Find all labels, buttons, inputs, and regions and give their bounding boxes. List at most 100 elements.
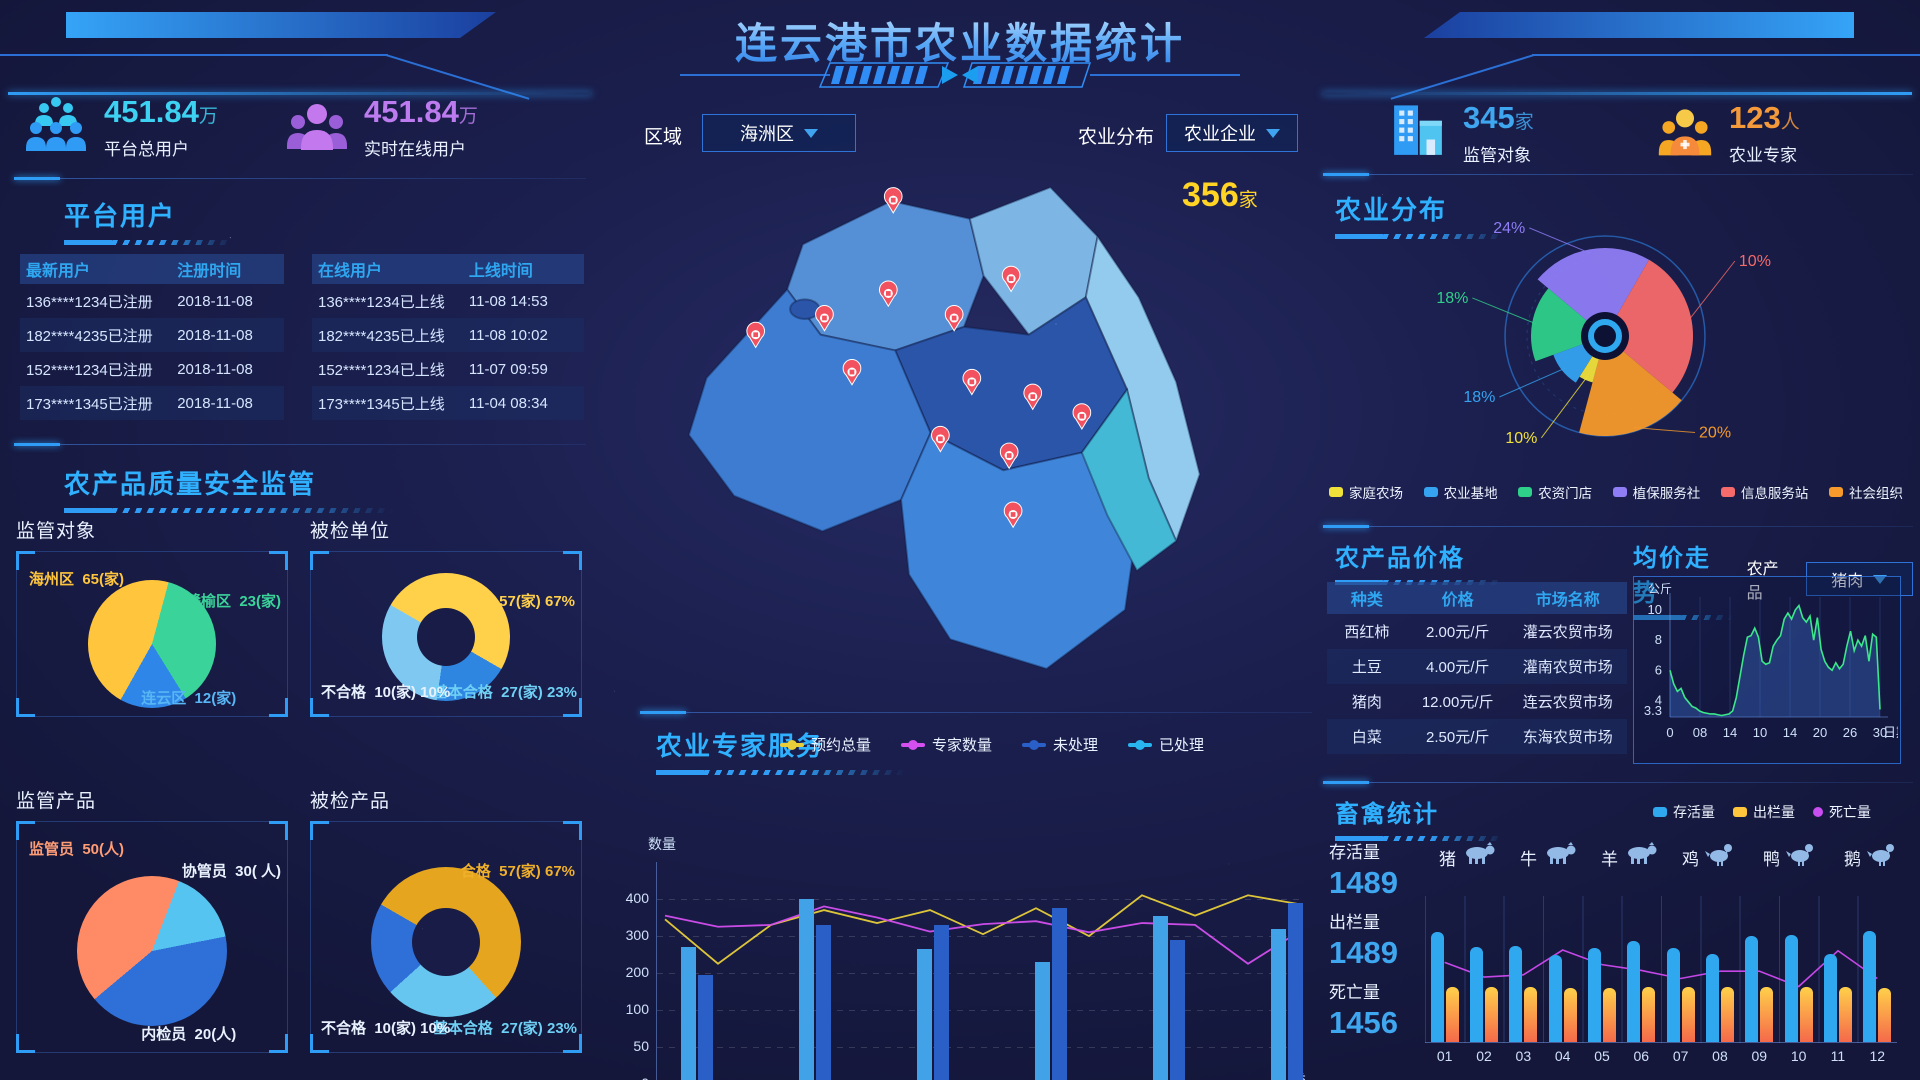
animal-item-鹅[interactable]: 鹅: [1844, 842, 1901, 873]
legend-item-预约总量[interactable]: 预约总量: [780, 734, 871, 755]
legend-item-家庭农场[interactable]: 家庭农场: [1329, 482, 1403, 502]
donut-chart: [382, 573, 510, 702]
map-pin[interactable]: [878, 280, 898, 308]
chart-title: 监管产品: [16, 791, 97, 812]
city-map[interactable]: [632, 150, 1292, 710]
legend-item-农资门店[interactable]: 农资门店: [1518, 482, 1592, 502]
quality-chart-监管产品: 监管产品 监管员 50(人) 协管员 30( 人) 内检员 20(人): [16, 786, 288, 1053]
slice-label: 不合格 10(家) 10%: [321, 1020, 451, 1037]
map-pin[interactable]: [883, 187, 903, 214]
donut-chart: [371, 866, 521, 1017]
header-decor-right: [1424, 12, 1854, 38]
rose-percent-label: 10%: [1505, 430, 1537, 447]
map-pin[interactable]: [931, 425, 950, 453]
slice-label: 连云区 12(家): [141, 690, 237, 707]
rose-percent-label: 20%: [1699, 425, 1731, 442]
table-cell: 土豆: [1351, 659, 1382, 676]
month-label: 07: [1672, 1048, 1689, 1064]
stat-online-users: 451.84万 实时在线用户: [286, 95, 478, 160]
month-label: 03: [1515, 1048, 1532, 1064]
animal-item-羊[interactable]: 羊: [1601, 842, 1658, 873]
distribution-rose-chart: 24% 10% 20% 10% 18% 18%: [1436, 220, 1771, 447]
chart-frame: 合格 57(家) 67% 基本合格 27(家) 23% 不合格 10(家) 10%: [310, 821, 582, 1053]
stat-label: 平台总用户: [104, 139, 189, 159]
map-pin[interactable]: [944, 305, 964, 332]
slice-label: 海州区 65(家): [29, 571, 125, 588]
rose-percent-label: 24%: [1493, 220, 1525, 237]
bar-pending-农业信息: [934, 924, 949, 1080]
bar-alive-04: [1548, 955, 1562, 1042]
bar-out-05: [1603, 988, 1616, 1042]
table-cell: 2018-11-08: [177, 360, 253, 378]
table-cell: 2018-11-08: [177, 326, 253, 344]
legend-item-出栏量[interactable]: 出栏量: [1733, 802, 1795, 822]
bar-alive-01: [1430, 932, 1444, 1042]
month-label: 10: [1790, 1048, 1807, 1064]
legend-item-社会组织[interactable]: 社会组织: [1828, 482, 1903, 502]
table-cell: 4.00元/斤: [1426, 659, 1490, 676]
region-select[interactable]: 海洲区: [702, 114, 856, 152]
animal-item-猪[interactable]: 猪: [1439, 842, 1496, 873]
distribution-select-label: 农业分布: [1078, 127, 1155, 148]
users-group-icon: [26, 97, 86, 151]
distribution-select[interactable]: 农业企业: [1166, 114, 1298, 152]
enterprise-count-badge: 356家: [1182, 176, 1258, 214]
bar-out-08: [1721, 987, 1734, 1042]
title-ornament: [680, 62, 1240, 88]
cow-icon: [1543, 842, 1577, 873]
svg-text:3.3: 3.3: [1644, 703, 1662, 718]
map-pin[interactable]: [746, 321, 766, 349]
map-pin[interactable]: [1072, 403, 1092, 430]
map-pin[interactable]: [842, 359, 862, 386]
map-pins: [746, 187, 1092, 529]
map-pin[interactable]: [1003, 501, 1023, 529]
table-row: 136****1234已上线 11-08 14:53: [312, 284, 584, 318]
map-pin[interactable]: [815, 305, 834, 332]
map-pin[interactable]: [999, 442, 1019, 470]
slice-label: 协管员 30( 人): [181, 863, 281, 880]
month-label: 08: [1712, 1048, 1728, 1064]
rose-percent-label: 10%: [1739, 253, 1771, 270]
page-title: 连云港市农业数据统计: [735, 10, 1185, 71]
legend-item-农业基地[interactable]: 农业基地: [1423, 482, 1498, 502]
divider: [1323, 173, 1913, 176]
stat-total-users: 451.84万 平台总用户: [24, 95, 218, 160]
livestock-stat-dead: 死亡量 1456: [1329, 983, 1398, 1040]
legend-item-专家数量[interactable]: 专家数量: [901, 734, 992, 755]
table-cell: 11-07 09:59: [468, 360, 548, 378]
animal-filter-row: 猪牛羊鸡鸭鹅: [1439, 842, 1901, 873]
map-pin[interactable]: [962, 368, 982, 396]
bar-done-种植: [681, 947, 696, 1080]
month-label: 06: [1633, 1048, 1650, 1064]
table-cell: 173****1345已上线: [318, 395, 445, 413]
map-pin[interactable]: [1023, 383, 1043, 411]
table-cell: 灌云农贸市场: [1522, 624, 1613, 641]
bar-pending-政策体现: [1052, 908, 1067, 1080]
legend-item-已处理[interactable]: 已处理: [1128, 734, 1204, 755]
legend-item-信息服务站[interactable]: 信息服务站: [1720, 482, 1808, 502]
column-header: 最新用户: [26, 263, 91, 280]
product-select-value: 猪肉: [1831, 573, 1864, 590]
rose-slice-社会组织: [1579, 336, 1682, 436]
svg-text:26: 26: [1843, 725, 1857, 740]
month-label: 05: [1594, 1048, 1610, 1064]
animal-item-鸡[interactable]: 鸡: [1682, 842, 1739, 873]
header-line-left: [0, 54, 388, 56]
chart-title: 被检单位: [310, 521, 391, 542]
table-row: 173****1345已上线 11-04 08:34: [312, 386, 584, 420]
goat-icon: [1624, 842, 1658, 873]
product-select[interactable]: 猪肉: [1805, 562, 1913, 596]
legend-item-未处理[interactable]: 未处理: [1022, 734, 1098, 755]
legend-item-存活量[interactable]: 存活量: [1653, 802, 1715, 822]
legend-item-植保服务社[interactable]: 植保服务社: [1612, 482, 1700, 502]
animal-item-牛[interactable]: 牛: [1520, 842, 1577, 873]
month-label: 02: [1476, 1048, 1492, 1064]
map-pin[interactable]: [1001, 265, 1021, 293]
legend-item-死亡量[interactable]: 死亡量: [1813, 802, 1871, 822]
svg-text:公斤: 公斤: [1648, 582, 1672, 596]
section-title-livestock: 畜禽统计: [1335, 801, 1439, 828]
expert-lines: [664, 894, 1302, 965]
rose-percent-label: 18%: [1463, 389, 1495, 406]
animal-item-鸭[interactable]: 鸭: [1763, 842, 1820, 873]
